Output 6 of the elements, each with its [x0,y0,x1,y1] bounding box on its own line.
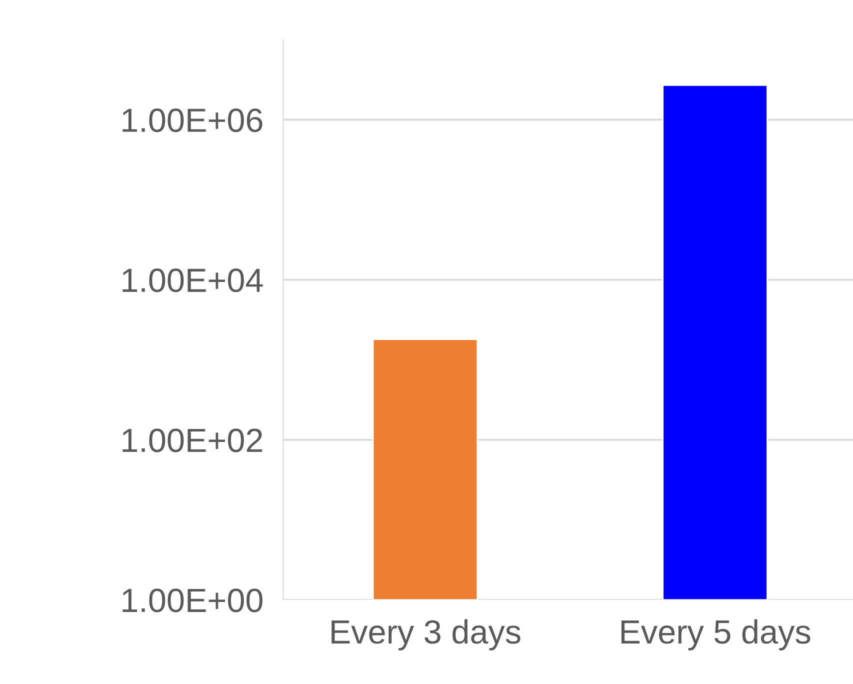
y-tick-label: 1.00E+04 [122,268,263,292]
y-tick-label: 1.00E+02 [122,428,262,452]
x-tick-label: Every 3 days [332,619,520,650]
y-tick-label: 1.00E+00 [122,588,262,612]
y-tick-label: 1.00E+06 [122,108,262,132]
x-tick-label: Every 5 days [621,619,810,650]
